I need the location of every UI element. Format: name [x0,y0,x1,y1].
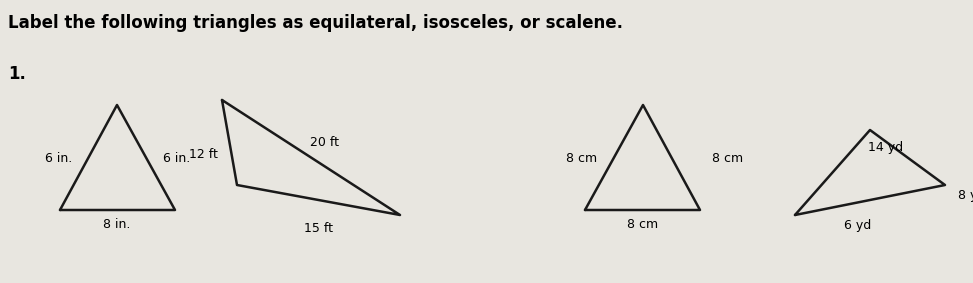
Text: 8 yd: 8 yd [958,190,973,203]
Text: 20 ft: 20 ft [310,136,340,149]
Text: 8 cm: 8 cm [628,218,659,230]
Text: 8 cm: 8 cm [712,151,743,164]
Text: 1.: 1. [8,65,26,83]
Text: Label the following triangles as equilateral, isosceles, or scalene.: Label the following triangles as equilat… [8,14,623,32]
Text: 14 yd: 14 yd [868,142,903,155]
Text: 6 yd: 6 yd [845,220,872,233]
Text: 12 ft: 12 ft [189,149,218,162]
Text: 6 in.: 6 in. [45,151,72,164]
Text: 8 cm: 8 cm [566,151,597,164]
Text: 8 in.: 8 in. [103,218,130,230]
Text: 15 ft: 15 ft [304,222,333,235]
Text: 6 in.: 6 in. [163,151,191,164]
